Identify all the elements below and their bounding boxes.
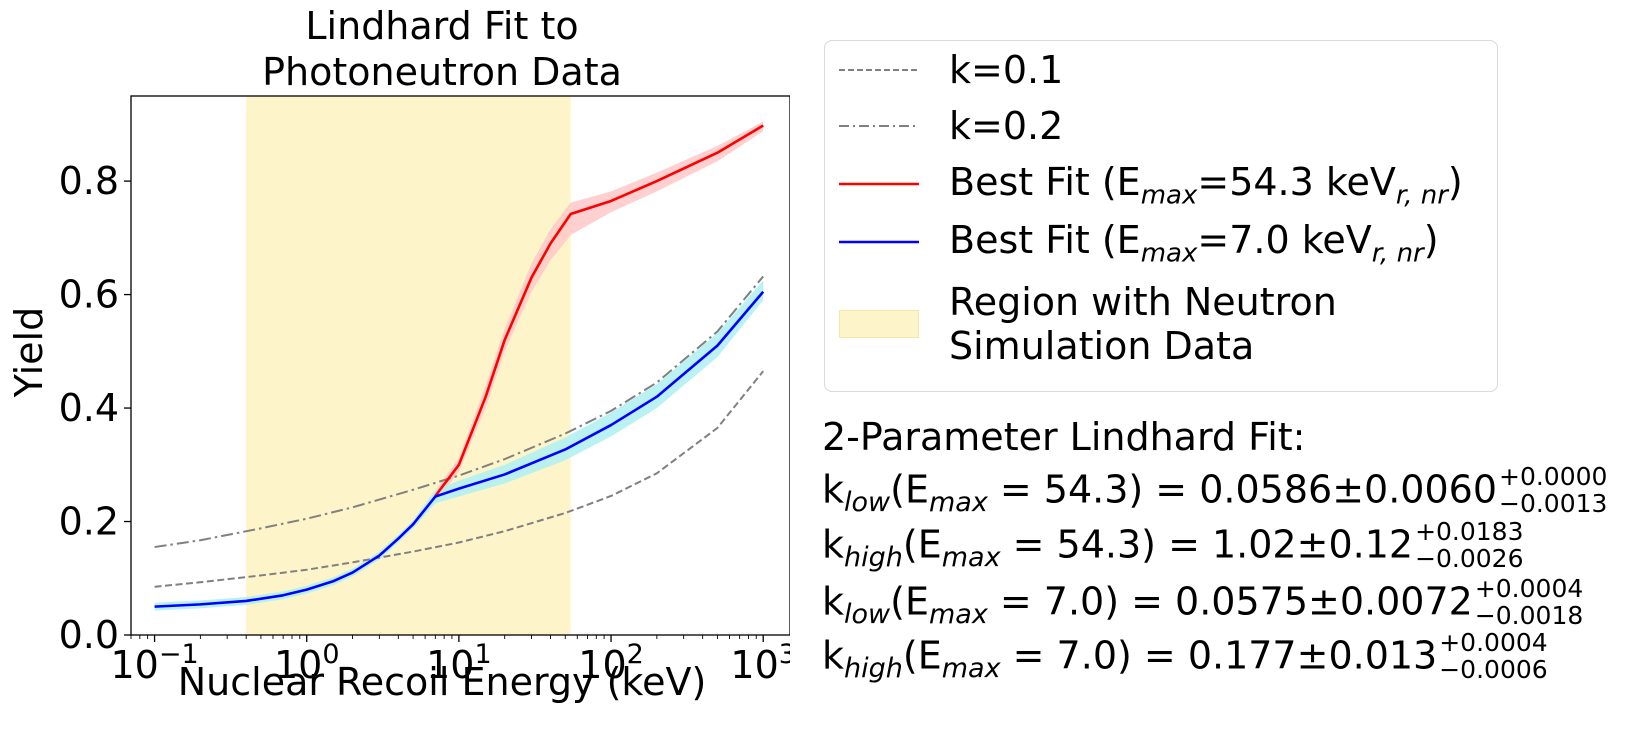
chart-title-line2: Photoneutron Data bbox=[262, 50, 622, 94]
y-tick-label-2: 0.4 bbox=[59, 386, 119, 430]
x-tick-label-3: 102 bbox=[578, 639, 644, 687]
shaded-region-neutron-simulation bbox=[246, 96, 571, 635]
chart-title-line1: Lindhard Fit to bbox=[305, 4, 578, 48]
x-tick-label-4: 103 bbox=[730, 639, 790, 687]
legend-label-k02: k=0.2 bbox=[949, 104, 1064, 148]
x-tick-label-base-1: 10 bbox=[274, 643, 322, 687]
x-tick-label-exp-2: 1 bbox=[474, 639, 491, 670]
x-tick-label-exp-3: 2 bbox=[627, 639, 644, 670]
legend-item-best-fit-red: Best Fit (Emax=54.3 keVr, nr) bbox=[825, 159, 1497, 211]
legend-label-best-fit-red: Best Fit (Emax=54.3 keVr, nr) bbox=[949, 160, 1463, 211]
legend-item-k01: k=0.1 bbox=[825, 47, 1497, 93]
series-line-0 bbox=[154, 370, 764, 588]
legend-region-swatch bbox=[839, 310, 919, 338]
legend-label-region-line1: Region with Neutron bbox=[949, 280, 1337, 324]
x-tick-label-exp-4: 3 bbox=[779, 639, 790, 670]
fit-line-khigh-54: khigh(Emax = 54.3) = 1.02±0.12 +0.0183 −0.… bbox=[822, 517, 1524, 574]
legend-item-k02: k=0.2 bbox=[825, 103, 1497, 149]
y-axis-label: Yield bbox=[7, 307, 51, 398]
fit-line-khigh-7: khigh(Emax = 7.0) = 0.177±0.013 +0.0004 −0… bbox=[822, 628, 1548, 685]
plot-frame bbox=[130, 95, 790, 636]
x-tick-label-exp-0: −1 bbox=[159, 639, 199, 670]
y-tick-label-0: 0.0 bbox=[59, 613, 119, 657]
x-tick-label-1: 100 bbox=[274, 639, 340, 687]
x-tick-label-base-0: 10 bbox=[110, 643, 158, 687]
x-tick-label-base-4: 10 bbox=[730, 643, 778, 687]
y-tick-label-1: 0.2 bbox=[59, 500, 119, 544]
fit-line-klow-54: klow(Emax = 54.3) = 0.0586±0.0060 +0.0000… bbox=[822, 462, 1608, 519]
legend-label-best-fit-blue: Best Fit (Emax=7.0 keVr, nr) bbox=[949, 218, 1439, 269]
legend-label-k01: k=0.1 bbox=[949, 48, 1064, 92]
fit-heading: 2-Parameter Lindhard Fit: bbox=[822, 415, 1306, 459]
x-axis-label: Nuclear Recoil Energy (keV) bbox=[178, 660, 707, 704]
x-tick-label-0: 10−1 bbox=[110, 639, 198, 687]
x-tick-label-base-3: 10 bbox=[578, 643, 626, 687]
series-line-3 bbox=[154, 290, 765, 608]
legend-dashdot-swatch bbox=[839, 125, 919, 127]
legend-blue-swatch bbox=[839, 240, 919, 244]
plot-content bbox=[154, 96, 765, 635]
x-tick-label-2: 101 bbox=[426, 639, 492, 687]
x-tick-label-exp-1: 0 bbox=[322, 639, 339, 670]
x-tick-label-base-2: 10 bbox=[426, 643, 474, 687]
legend: k=0.1 k=0.2 Best Fit (Emax=54.3 keVr, nr… bbox=[824, 40, 1498, 392]
series-line-2 bbox=[434, 124, 764, 497]
legend-dashed-swatch bbox=[839, 69, 919, 71]
legend-label-region-line2: Simulation Data bbox=[949, 324, 1255, 368]
y-tick-label-4: 0.8 bbox=[59, 159, 119, 203]
legend-item-best-fit-blue: Best Fit (Emax=7.0 keVr, nr) bbox=[825, 217, 1497, 269]
legend-item-region: Region with Neutron Simulation Data bbox=[825, 277, 1497, 373]
plot-area bbox=[154, 96, 765, 635]
chart: 0.00.20.40.60.810−1 100 101 102 103 Lindhard… bbox=[7, 4, 790, 704]
legend-red-swatch bbox=[839, 182, 919, 186]
series-band-2 bbox=[435, 121, 764, 502]
fit-line-klow-7: klow(Emax = 7.0) = 0.0575±0.0072 +0.0004−… bbox=[822, 574, 1584, 631]
series-line-1 bbox=[154, 275, 764, 549]
y-tick-label-3: 0.6 bbox=[59, 273, 119, 317]
axes: 0.00.20.40.60.810−1 100 101 102 103 bbox=[59, 95, 790, 687]
